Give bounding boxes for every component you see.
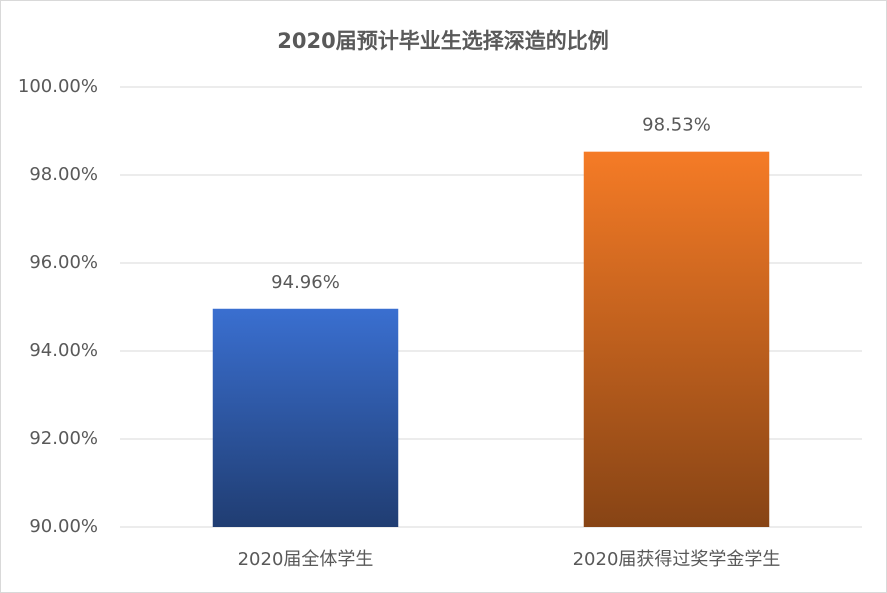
y-tick-label: 94.00% (29, 340, 98, 361)
bar (583, 151, 770, 527)
x-tick-label: 2020届全体学生 (238, 549, 374, 570)
bar (212, 308, 399, 527)
value-label: 94.96% (271, 272, 340, 293)
value-label: 98.53% (642, 115, 711, 136)
y-tick-label: 90.00% (29, 516, 98, 537)
y-tick-label: 96.00% (29, 252, 98, 273)
y-tick-label: 92.00% (29, 428, 98, 449)
y-tick-label: 98.00% (29, 164, 98, 185)
x-tick-label: 2020届获得过奖学金学生 (573, 549, 781, 570)
chart-title: 2020届预计毕业生选择深造的比例 (277, 29, 608, 53)
y-tick-label: 100.00% (18, 76, 98, 97)
